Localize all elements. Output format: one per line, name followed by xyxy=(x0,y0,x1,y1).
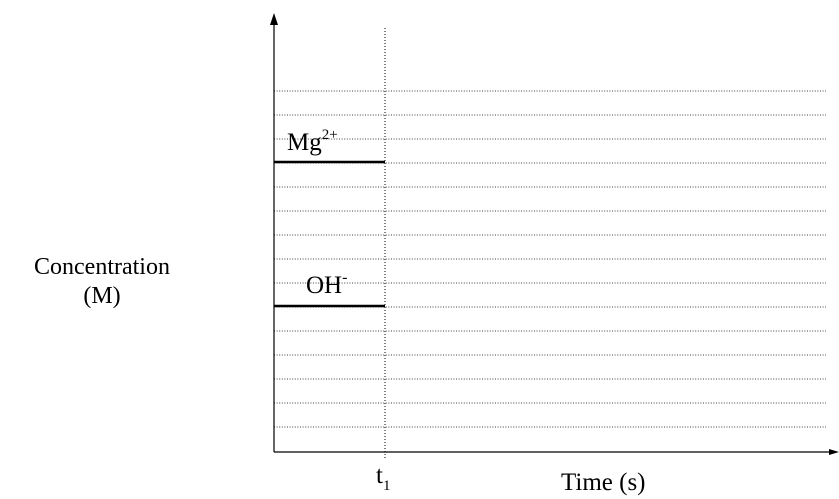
y-axis-label-line1: Concentration xyxy=(34,254,170,280)
oh-ion-base: OH xyxy=(306,272,342,299)
mg-ion-label: Mg2+ xyxy=(287,127,338,156)
y-axis-arrowhead xyxy=(270,13,278,25)
x-axis-arrowhead xyxy=(829,449,839,455)
oh-ion-charge: - xyxy=(342,269,347,286)
y-axis-label-line2: (M) xyxy=(83,283,120,309)
t1-label-base: t xyxy=(376,462,383,489)
oh-ion-label: OH- xyxy=(306,269,347,299)
t1-label: t1 xyxy=(376,462,390,494)
t1-label-subscript: 1 xyxy=(383,478,391,494)
grid-lines xyxy=(274,90,826,428)
mg-ion-charge: 2+ xyxy=(322,127,338,143)
x-axis-label: Time (s) xyxy=(561,469,646,496)
mg-ion-base: Mg xyxy=(287,129,322,156)
